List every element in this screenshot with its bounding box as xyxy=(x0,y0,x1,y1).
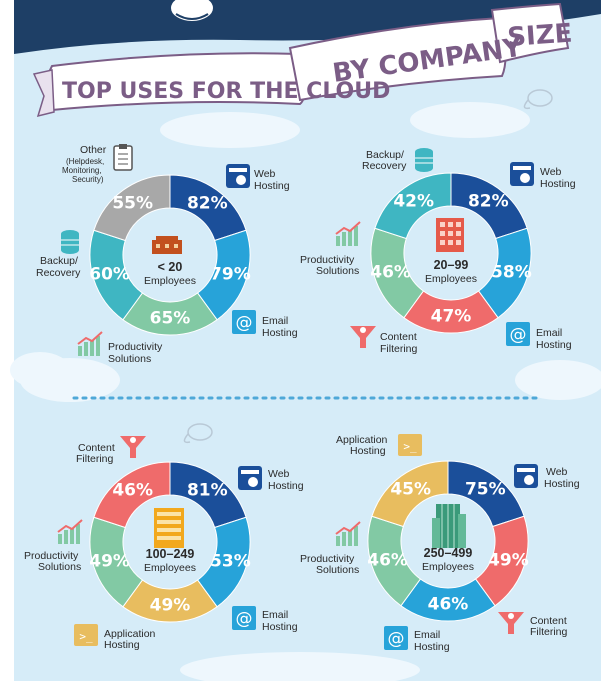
svg-text:@: @ xyxy=(236,313,253,333)
productivity-icon xyxy=(335,221,361,246)
donut-slice-other xyxy=(93,174,171,242)
label-email-hosting: Email Hosting xyxy=(262,315,298,339)
label-backup: Backup/Recovery xyxy=(362,149,407,172)
label-application-hosting: Application Hosting xyxy=(336,434,388,457)
slice-value-label: 45% xyxy=(390,480,431,500)
label-web-hosting: Web Hosting xyxy=(254,168,290,192)
employees-label: Employees xyxy=(422,561,474,573)
glass-tower-icon xyxy=(432,504,466,548)
bird-icon xyxy=(169,0,215,23)
slice-value-label: 82% xyxy=(187,194,228,214)
title-part-3: SIZE xyxy=(506,19,573,53)
company-size-label: 20–99 xyxy=(434,258,469,272)
slice-value-label: 46% xyxy=(112,481,153,501)
donut-slice-application-hosting xyxy=(371,460,449,528)
donut-slice-backup-recovery xyxy=(374,172,452,240)
web-hosting-icon xyxy=(226,164,250,188)
svg-text:@: @ xyxy=(388,629,405,649)
employees-label: Employees xyxy=(144,562,196,574)
svg-text:@: @ xyxy=(510,325,527,345)
label-email-hosting: Email Hosting xyxy=(414,629,450,653)
application-hosting-icon: >_ xyxy=(74,624,98,646)
label-productivity: Productivity Solutions xyxy=(300,553,359,576)
content-filter-icon xyxy=(120,436,146,458)
label-productivity: Productivity Solutions xyxy=(108,341,163,365)
slice-value-label: 46% xyxy=(370,263,411,283)
label-email-hosting: Email Hosting xyxy=(536,327,572,351)
application-hosting-icon: >_ xyxy=(398,434,422,456)
backup-icon xyxy=(415,148,433,172)
slice-value-label: 60% xyxy=(89,265,130,285)
slice-value-label: 49% xyxy=(150,596,191,616)
company-size-label: 100–249 xyxy=(146,547,195,561)
title-part-1: TOP USES FOR THE CLOUD xyxy=(62,79,390,104)
label-email-hosting: Email Hosting xyxy=(262,609,298,633)
clipboard-icon xyxy=(113,144,133,171)
small-bird-icon xyxy=(183,89,553,444)
svg-text:>_: >_ xyxy=(79,630,93,643)
web-hosting-icon xyxy=(238,466,262,490)
email-hosting-icon: @ xyxy=(506,322,530,346)
slice-value-label: 47% xyxy=(431,307,472,327)
label-productivity: Productivity Solutions xyxy=(300,254,359,277)
label-content-filtering: Content Filtering xyxy=(530,615,568,638)
donut-center xyxy=(124,209,216,301)
email-hosting-icon: @ xyxy=(232,310,256,334)
donut-slice-content-filtering xyxy=(93,461,171,529)
label-productivity: Productivity Solutions xyxy=(24,550,81,573)
slice-value-label: 58% xyxy=(491,263,532,283)
web-hosting-icon xyxy=(514,464,538,488)
svg-text:>_: >_ xyxy=(403,440,417,453)
email-hosting-icon: @ xyxy=(232,606,256,630)
web-hosting-icon xyxy=(510,162,534,186)
label-web-hosting: Web Hosting xyxy=(268,468,304,492)
employees-label: Employees xyxy=(425,273,477,285)
company-size-label: < 20 xyxy=(158,260,183,274)
label-other: Other xyxy=(80,144,107,156)
label-application-hosting: Application Hosting xyxy=(104,628,156,651)
svg-text:@: @ xyxy=(236,609,253,629)
backup-icon xyxy=(61,230,79,254)
email-hosting-icon: @ xyxy=(384,626,408,650)
cloud-decoration xyxy=(10,102,601,681)
productivity-icon xyxy=(57,519,83,544)
header-band xyxy=(14,0,601,54)
slice-value-label: 53% xyxy=(210,552,251,572)
content-filter-icon xyxy=(498,612,524,634)
slice-value-label: 46% xyxy=(428,595,469,615)
donut-center xyxy=(405,207,497,299)
slice-value-label: 81% xyxy=(187,481,228,501)
label-web-hosting: Web Hosting xyxy=(540,166,576,190)
label-content-filtering: Content Filtering xyxy=(76,442,115,465)
label-web-hosting: Web Hosting xyxy=(544,466,580,490)
skyscraper-icon xyxy=(154,508,184,548)
slice-value-label: 65% xyxy=(150,309,191,329)
slice-value-label: 75% xyxy=(465,480,506,500)
content-filter-icon xyxy=(350,326,376,348)
productivity-icon xyxy=(77,331,103,356)
slice-value-label: 42% xyxy=(393,192,434,212)
slice-value-label: 49% xyxy=(89,552,130,572)
office-tower-icon xyxy=(436,218,464,252)
office-building-icon xyxy=(152,236,182,254)
slice-value-label: 55% xyxy=(112,194,153,214)
label-content-filtering: Content Filtering xyxy=(380,331,418,355)
company-size-label: 250–499 xyxy=(424,546,473,560)
label-other-details: (Helpdesk, Monitoring, Security) xyxy=(62,157,104,184)
slice-value-label: 46% xyxy=(367,551,408,571)
slice-value-label: 49% xyxy=(488,551,529,571)
employees-label: Employees xyxy=(144,275,196,287)
label-backup: Backup/Recovery xyxy=(36,255,81,279)
slice-value-label: 82% xyxy=(468,192,509,212)
productivity-icon xyxy=(335,521,361,546)
slice-value-label: 79% xyxy=(210,265,251,285)
